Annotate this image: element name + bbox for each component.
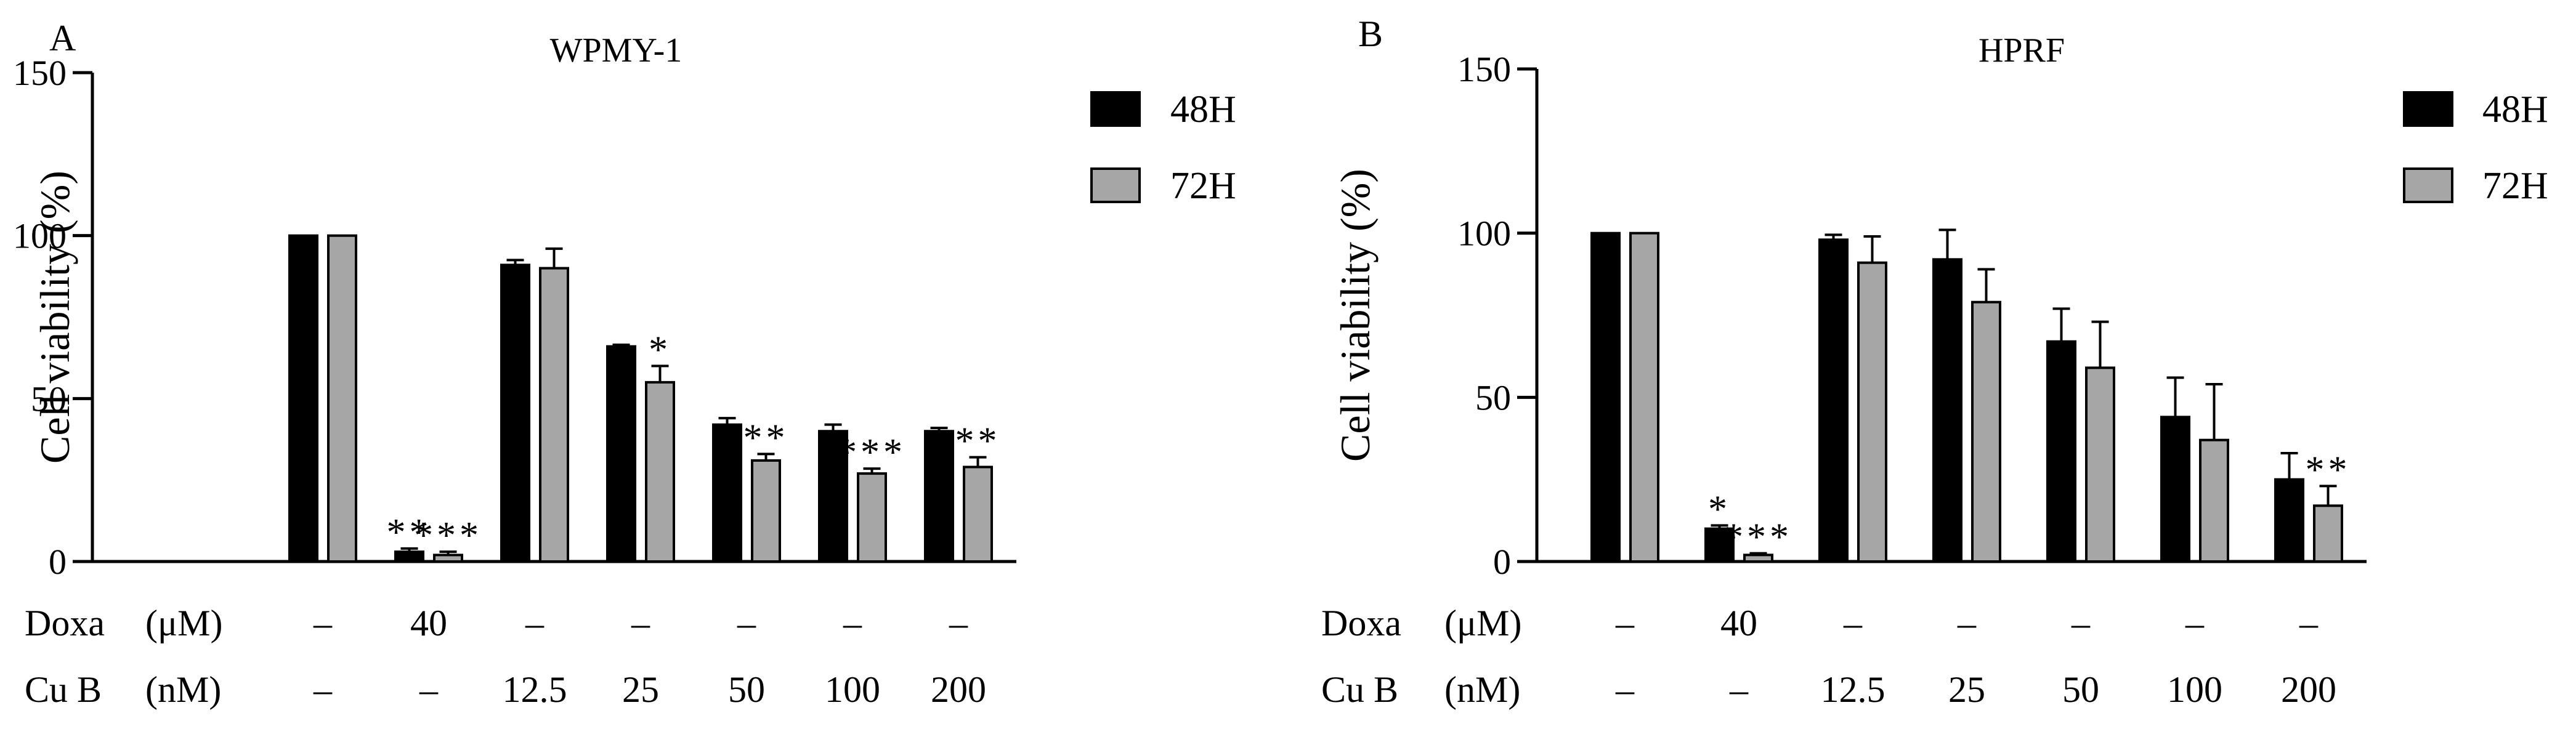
significance-mark: ***: [414, 515, 482, 557]
significance-mark: *: [649, 329, 671, 371]
legend-swatch-72h: [2403, 167, 2453, 203]
row-value: 40: [1720, 603, 1757, 643]
bar-48h-3: [606, 345, 636, 563]
row-value: –: [737, 603, 756, 643]
panel-label: A: [49, 18, 76, 58]
y-tick-label: 100: [1457, 214, 1511, 254]
bar-72h-2: [539, 267, 569, 563]
bar-72h-6: [963, 465, 993, 563]
y-tick-label: 50: [1475, 377, 1511, 417]
row-value: –: [313, 603, 333, 643]
row-unit: (μM): [145, 603, 222, 643]
row-unit: (μM): [1444, 603, 1521, 643]
chart-title: HPRF: [1979, 31, 2065, 70]
legend-label-48h: 48H: [1170, 89, 1236, 131]
bar-48h-2: [1818, 238, 1849, 563]
bar-72h-6: [2313, 504, 2343, 563]
legend-swatch-72h: [1090, 167, 1141, 203]
chart-title: WPMY-1: [550, 31, 682, 70]
row-label-cu-b: Cu B: [25, 669, 102, 710]
row-value: 50: [2062, 669, 2099, 710]
row-value: –: [1729, 669, 1749, 710]
row-value: –: [2299, 603, 2319, 643]
y-axis-label: Cell viability (%): [31, 171, 78, 464]
significance-mark: *: [1708, 488, 1731, 530]
row-value: –: [843, 603, 862, 643]
row-value: 100: [825, 669, 880, 710]
row-value: –: [525, 603, 545, 643]
row-value: 25: [1948, 669, 1985, 710]
row-value: 200: [931, 669, 986, 710]
significance-mark: **: [743, 417, 789, 459]
y-tick-label: 150: [1457, 49, 1511, 89]
bar-72h-4: [2085, 366, 2115, 563]
bar-48h-6: [924, 430, 954, 563]
row-value: –: [631, 603, 650, 643]
row-value: 25: [622, 669, 659, 710]
bar-48h-0: [1590, 232, 1621, 563]
bar-72h-5: [2199, 438, 2229, 563]
row-value: 200: [2281, 669, 2336, 710]
row-value: –: [1615, 603, 1635, 643]
row-value: 12.5: [1821, 669, 1885, 710]
bar-72h-4: [751, 459, 781, 563]
legend-swatch-48h: [1090, 91, 1141, 127]
bar-72h-0: [327, 234, 357, 563]
row-label-cu-b: Cu B: [1321, 669, 1398, 710]
bar-48h-1: [1704, 527, 1735, 563]
bar-72h-0: [1629, 232, 1659, 563]
row-value: 12.5: [503, 669, 567, 710]
significance-mark: **: [2306, 449, 2351, 491]
bar-48h-0: [288, 234, 318, 563]
y-tick-label: 0: [49, 542, 67, 582]
row-value: –: [2185, 603, 2205, 643]
y-tick-label: 150: [13, 53, 67, 93]
panel-label: B: [1358, 14, 1383, 54]
legend-swatch-48h: [2403, 91, 2453, 127]
significance-mark: **: [387, 512, 432, 554]
row-value: –: [1957, 603, 1977, 643]
row-label-doxa: Doxa: [1321, 603, 1401, 643]
y-axis-label: Cell viability (%): [1332, 169, 1379, 462]
legend-label-48h: 48H: [2482, 89, 2548, 131]
significance-mark: ***: [1724, 517, 1792, 558]
legend-label-72h: 72H: [1170, 165, 1236, 207]
y-tick-label: 50: [31, 379, 67, 419]
row-unit: (nM): [145, 669, 221, 710]
bar-48h-4: [712, 423, 742, 563]
y-tick-label: 100: [13, 216, 67, 256]
significance-mark: ***: [838, 432, 906, 473]
row-value: –: [1615, 669, 1635, 710]
bar-48h-3: [1932, 258, 1962, 563]
row-value: –: [949, 603, 968, 643]
significance-mark: **: [955, 421, 1001, 462]
bar-48h-5: [2160, 416, 2190, 563]
bar-48h-6: [2274, 478, 2304, 563]
bar-72h-2: [1857, 261, 1887, 563]
row-value: 40: [410, 603, 447, 643]
legend-label-72h: 72H: [2482, 165, 2548, 207]
row-label-doxa: Doxa: [25, 603, 105, 643]
y-tick-label: 0: [1493, 542, 1511, 582]
row-value: –: [419, 669, 439, 710]
row-value: 100: [2167, 669, 2222, 710]
bar-72h-3: [645, 381, 675, 563]
row-value: 50: [728, 669, 765, 710]
row-value: –: [313, 669, 333, 710]
bar-48h-2: [500, 264, 530, 563]
row-unit: (nM): [1444, 669, 1520, 710]
row-value: –: [1843, 603, 1863, 643]
bar-48h-5: [818, 430, 848, 563]
bar-72h-3: [1971, 300, 2001, 563]
bar-48h-4: [2046, 340, 2076, 563]
row-value: –: [2071, 603, 2091, 643]
bar-72h-5: [857, 472, 887, 563]
